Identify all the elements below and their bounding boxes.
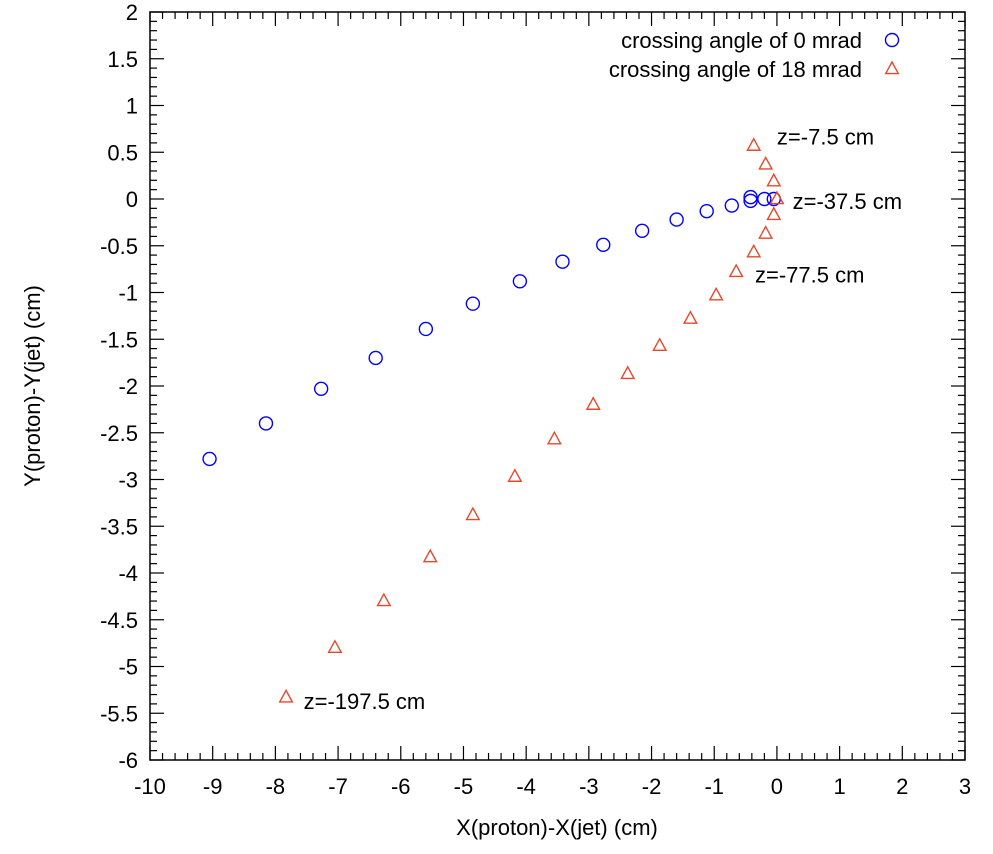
data-point-triangle <box>728 263 744 278</box>
data-point-triangle <box>620 365 636 380</box>
y-tick-label: 1.5 <box>107 47 138 72</box>
data-point-triangle <box>758 155 774 170</box>
data-point-circle <box>258 416 274 431</box>
y-tick-label: -0.5 <box>100 234 138 259</box>
y-tick-label: 0.5 <box>107 140 138 165</box>
legend-label-0deg: crossing angle of 0 mrad <box>621 28 862 53</box>
point-annotation: z=-77.5 cm <box>755 263 864 288</box>
point-annotation: z=-197.5 cm <box>304 689 426 714</box>
x-tick-label: -6 <box>391 774 411 799</box>
y-tick-label: 0 <box>126 187 138 212</box>
data-point-triangle <box>327 639 343 654</box>
y-tick-label: -6 <box>118 748 138 773</box>
data-point-circle <box>724 198 739 213</box>
data-point-circle <box>313 381 329 397</box>
x-tick-label: -10 <box>134 774 166 799</box>
y-tick-label: -1.5 <box>100 327 138 352</box>
data-point-triangle <box>746 243 762 258</box>
points-layer <box>202 137 785 703</box>
legend-marker-circle <box>884 32 900 48</box>
y-tick-label: -3.5 <box>100 514 138 539</box>
data-point-circle <box>465 296 481 311</box>
y-tick-label: -5 <box>118 655 138 680</box>
y-tick-label: 1 <box>126 94 138 119</box>
data-point-triangle <box>682 310 698 324</box>
x-tick-label: 3 <box>959 774 971 799</box>
y-tick-label: -1 <box>118 281 138 306</box>
point-annotation: z=-37.5 cm <box>793 189 902 214</box>
series-0 <box>202 189 781 467</box>
data-point-circle <box>634 223 650 238</box>
data-point-triangle <box>652 337 668 352</box>
data-point-circle <box>757 191 772 207</box>
data-point-triangle <box>422 548 438 563</box>
y-tick-label: -2 <box>118 374 138 399</box>
y-tick-label: -4.5 <box>100 608 138 633</box>
y-tick-label: -5.5 <box>100 701 138 726</box>
y-tick-label: -2.5 <box>100 421 138 446</box>
x-tick-label: -9 <box>203 774 223 799</box>
data-point-circle <box>743 189 758 205</box>
data-point-circle <box>202 451 217 467</box>
data-point-triangle <box>746 137 762 151</box>
data-point-triangle <box>278 688 294 703</box>
data-point-triangle <box>546 430 562 445</box>
x-tick-label: 2 <box>896 774 908 799</box>
data-point-circle <box>596 237 611 253</box>
data-point-circle <box>512 274 528 289</box>
data-point-triangle <box>585 396 601 410</box>
x-axis-label: X(proton)-X(jet) (cm) <box>456 815 658 840</box>
data-point-triangle <box>376 592 392 607</box>
x-tick-label: -4 <box>516 774 536 799</box>
legend-label-18deg: crossing angle of 18 mrad <box>609 57 862 82</box>
annotations-layer: z=-7.5 cm z=-37.5 cm z=-77.5 cm z=-197.5 cm <box>304 124 902 714</box>
x-tick-label: -7 <box>328 774 348 799</box>
data-point-triangle <box>766 206 782 221</box>
data-point-circle <box>368 350 383 366</box>
data-point-triangle <box>769 190 785 205</box>
y-tick-label: -4 <box>118 561 138 586</box>
data-point-circle <box>555 254 570 269</box>
y-tick-label: 2 <box>126 0 138 25</box>
x-tick-label: 0 <box>771 774 783 799</box>
x-tick-label: -1 <box>704 774 724 799</box>
data-point-circle <box>743 193 758 209</box>
ticks-layer: -10 -9 -8 -7 -6 -5 -4 -3 -2 -1 0 1 2 3-6-5.5-5-4.5-4-… <box>100 0 971 799</box>
legend-marker-triangle <box>884 60 900 75</box>
x-tick-label: -2 <box>642 774 662 799</box>
data-point-circle <box>418 321 434 337</box>
x-tick-label: -8 <box>266 774 286 799</box>
data-point-triangle <box>766 172 782 187</box>
point-annotation: z=-7.5 cm <box>777 124 874 149</box>
x-tick-label: -3 <box>579 774 599 799</box>
data-point-triangle <box>708 286 724 301</box>
data-point-triangle <box>758 225 774 239</box>
data-point-triangle <box>507 468 523 482</box>
data-point-circle <box>669 212 684 227</box>
series-1 <box>278 137 785 703</box>
y-tick-label: -3 <box>118 468 138 493</box>
x-tick-label: -5 <box>454 774 474 799</box>
data-point-circle <box>699 203 714 219</box>
y-axis-label: Y(proton)-Y(jet) (cm) <box>20 285 45 487</box>
x-tick-label: 1 <box>833 774 845 799</box>
plot-frame <box>149 11 966 761</box>
legend: crossing angle of 0 mrad crossing angle … <box>609 28 900 82</box>
data-point-triangle <box>465 506 481 521</box>
